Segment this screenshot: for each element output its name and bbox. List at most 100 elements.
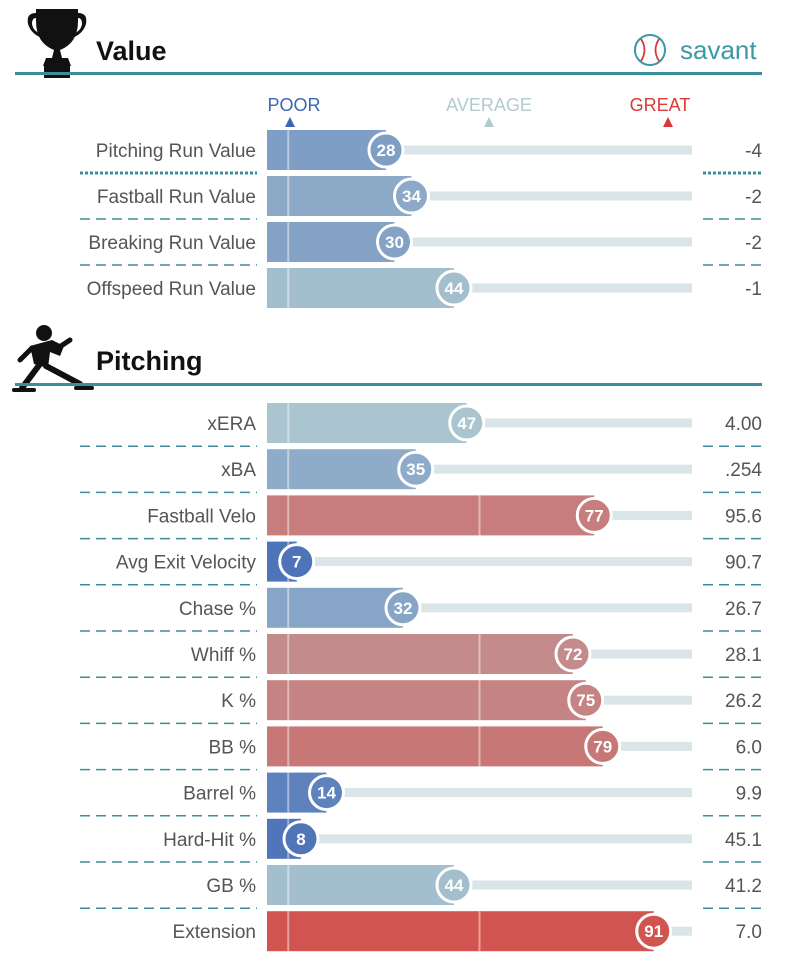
percentile-bar [267, 268, 454, 308]
percentile-track [267, 464, 692, 474]
percentile-bar [267, 222, 395, 262]
pitching-metrics-group: xERA 47 4.00 xBA 35 .254 Fastball Velo 77 95.6 Av… [80, 403, 762, 952]
metric-value: -1 [745, 279, 762, 300]
percentile-label: 7 [292, 553, 301, 572]
savant-logo-text: savant [680, 35, 757, 65]
percentile-label: 77 [585, 506, 604, 525]
metric-row-breaking-run-value: Breaking Run Value 30 -2 [80, 218, 762, 262]
percentile-track [267, 880, 692, 890]
percentile-bar [267, 680, 586, 721]
percentile-marker [384, 589, 422, 627]
baseball-icon [634, 34, 666, 66]
scale-legend: POOR AVERAGE GREAT [267, 95, 690, 127]
metric-value: 45.1 [725, 830, 762, 851]
metric-value: 26.7 [725, 599, 762, 620]
percentile-label: 14 [317, 784, 336, 803]
percentile-bar [267, 865, 454, 905]
value-metrics-group: Pitching Run Value 28 -4 Fastball Run Value… [80, 130, 762, 308]
metric-value: -2 [745, 233, 762, 254]
metric-label: Fastball Velo [147, 506, 256, 527]
percentile-label: 47 [457, 414, 476, 433]
percentile-marker [278, 543, 316, 581]
percentile-label: 35 [406, 460, 425, 479]
metric-row-offspeed-run-value: Offspeed Run Value 44 -1 [80, 264, 762, 308]
percentile-bar [267, 449, 416, 490]
percentile-label: 34 [402, 187, 421, 206]
percentile-bar [267, 634, 573, 674]
scale-great-label: GREAT [630, 95, 691, 115]
percentile-marker [567, 681, 605, 719]
metric-label: K % [221, 691, 256, 712]
metric-label: Breaking Run Value [88, 233, 256, 254]
metric-label: Avg Exit Velocity [116, 553, 257, 574]
metric-value: -2 [745, 187, 762, 208]
percentile-track [267, 191, 692, 201]
percentile-marker [435, 866, 473, 904]
percentile-marker [584, 727, 622, 765]
percentile-track [267, 788, 692, 798]
percentile-bar [267, 726, 603, 767]
percentile-marker [282, 820, 320, 858]
percentile-label: 44 [445, 876, 464, 895]
percentile-track [267, 145, 692, 155]
metric-value: 6.0 [736, 737, 762, 758]
percentile-label: 72 [564, 645, 583, 664]
metric-row-gb-pct: GB % 44 41.2 [80, 861, 762, 905]
percentile-bar [267, 587, 403, 628]
scale-average-label: AVERAGE [446, 95, 532, 115]
percentile-marker [376, 223, 413, 261]
percentile-marker [554, 635, 592, 673]
metric-row-bb-pct: BB % 79 6.0 [80, 722, 762, 767]
value-section-title: Value [96, 36, 167, 66]
percentile-marker [435, 269, 473, 307]
section-rule [15, 72, 762, 75]
metric-value: 90.7 [725, 553, 762, 574]
percentile-marker [308, 774, 345, 812]
percentile-label: 79 [593, 737, 612, 756]
metric-row-pitching-run-value: Pitching Run Value 28 -4 [96, 130, 762, 170]
metric-row-xera: xERA 47 4.00 [207, 403, 762, 443]
metric-label: xERA [207, 414, 256, 435]
metric-value: 95.6 [725, 506, 762, 527]
pitching-section-header: Pitching [12, 325, 762, 392]
metric-row-extension: Extension 91 7.0 [80, 907, 762, 952]
section-rule [15, 383, 762, 386]
metric-row-xba: xBA 35 .254 [80, 445, 762, 490]
scale-average-marker [484, 117, 494, 127]
percentile-marker [393, 177, 430, 215]
metric-label: Extension [173, 922, 256, 943]
metric-row-chase-pct: Chase % 32 26.7 [80, 584, 762, 628]
metric-label: Offspeed Run Value [87, 279, 256, 300]
percentile-track [267, 557, 692, 567]
metric-value: -4 [745, 141, 762, 162]
metric-value: 4.00 [725, 414, 762, 435]
value-section-header: Value savant [15, 9, 762, 78]
percentile-marker [448, 404, 486, 442]
percentile-marker [397, 450, 435, 488]
metric-row-fastball-run-value: Fastball Run Value 34 -2 [80, 171, 762, 216]
metric-row-barrel-pct: Barrel % 14 9.9 [80, 768, 762, 813]
metric-label: Pitching Run Value [96, 141, 256, 162]
metric-row-k-pct: K % 75 26.2 [80, 676, 762, 721]
metric-label: Chase % [179, 599, 256, 620]
metric-label: BB % [208, 737, 256, 758]
percentile-bar [267, 176, 412, 216]
percentile-marker [635, 912, 673, 950]
percentile-bar [267, 911, 654, 952]
metric-label: GB % [206, 876, 256, 897]
percentile-label: 28 [377, 141, 396, 160]
percentile-label: 30 [385, 233, 404, 252]
pitching-section-title: Pitching [96, 346, 203, 376]
percentile-marker [367, 131, 405, 169]
percentile-label: 32 [394, 599, 413, 618]
percentile-track [267, 603, 692, 613]
scale-poor-marker [285, 117, 295, 127]
metric-value: 28.1 [725, 645, 762, 666]
percentile-track [267, 834, 692, 844]
percentile-label: 44 [445, 279, 464, 298]
percentile-label: 75 [576, 691, 595, 710]
metric-label: Hard-Hit % [163, 830, 256, 851]
percentile-bar [267, 495, 595, 536]
percentile-label: 8 [296, 830, 305, 849]
